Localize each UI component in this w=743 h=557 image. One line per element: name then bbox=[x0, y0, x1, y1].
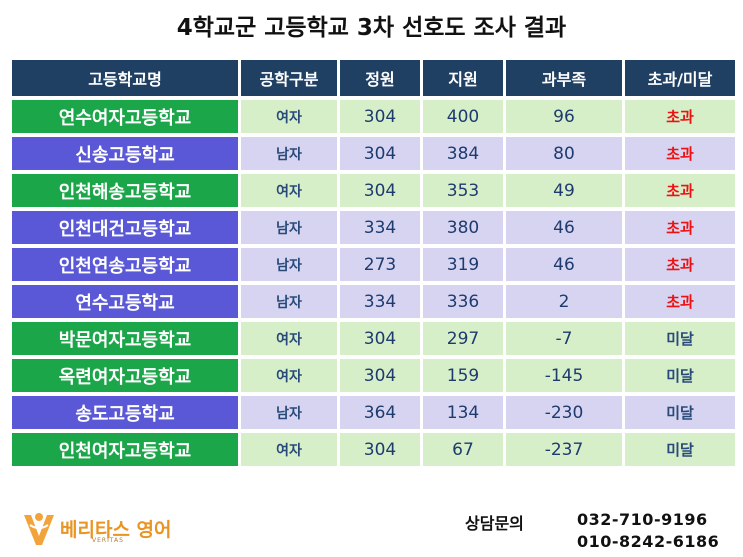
status-cell: 초과 bbox=[625, 285, 735, 318]
difference-cell: -237 bbox=[506, 433, 622, 466]
applicants-cell: 400 bbox=[423, 100, 503, 133]
capacity-cell: 304 bbox=[340, 359, 420, 392]
status-cell: 초과 bbox=[625, 211, 735, 244]
veritas-logo: 베리타스 영어 VERITAS bbox=[22, 509, 242, 549]
capacity-cell: 304 bbox=[340, 100, 420, 133]
difference-cell: 96 bbox=[506, 100, 622, 133]
school-name-cell: 인천대건고등학교 bbox=[12, 211, 238, 244]
status-cell: 초과 bbox=[625, 248, 735, 281]
capacity-cell: 304 bbox=[340, 322, 420, 355]
school-name-cell: 인천연송고등학교 bbox=[12, 248, 238, 281]
table-row: 송도고등학교 남자 364 134 -230 미달 bbox=[12, 396, 735, 429]
gender-cell: 남자 bbox=[241, 285, 337, 318]
applicants-cell: 384 bbox=[423, 137, 503, 170]
column-header-school: 고등학교명 bbox=[12, 60, 238, 96]
contact-label: 상담문의 bbox=[465, 514, 524, 533]
applicants-cell: 380 bbox=[423, 211, 503, 244]
table-header-row: 고등학교명 공학구분 정원 지원 과부족 초과/미달 bbox=[12, 60, 735, 96]
capacity-cell: 304 bbox=[340, 174, 420, 207]
applicants-cell: 353 bbox=[423, 174, 503, 207]
status-cell: 초과 bbox=[625, 100, 735, 133]
capacity-cell: 273 bbox=[340, 248, 420, 281]
gender-cell: 여자 bbox=[241, 100, 337, 133]
difference-cell: -145 bbox=[506, 359, 622, 392]
capacity-cell: 334 bbox=[340, 285, 420, 318]
status-cell: 미달 bbox=[625, 433, 735, 466]
gender-cell: 남자 bbox=[241, 211, 337, 244]
applicants-cell: 319 bbox=[423, 248, 503, 281]
page-title: 4학교군 고등학교 3차 선호도 조사 결과 bbox=[176, 15, 567, 41]
school-name-cell: 신송고등학교 bbox=[12, 137, 238, 170]
applicants-cell: 297 bbox=[423, 322, 503, 355]
school-name-cell: 연수고등학교 bbox=[12, 285, 238, 318]
table-row: 인천해송고등학교 여자 304 353 49 초과 bbox=[12, 174, 735, 207]
gender-cell: 남자 bbox=[241, 396, 337, 429]
column-header-applicants: 지원 bbox=[423, 60, 503, 96]
school-name-cell: 송도고등학교 bbox=[12, 396, 238, 429]
capacity-cell: 364 bbox=[340, 396, 420, 429]
gender-cell: 여자 bbox=[241, 359, 337, 392]
table-row: 인천대건고등학교 남자 334 380 46 초과 bbox=[12, 211, 735, 244]
column-header-capacity: 정원 bbox=[340, 60, 420, 96]
applicants-cell: 159 bbox=[423, 359, 503, 392]
difference-cell: 46 bbox=[506, 248, 622, 281]
status-cell: 미달 bbox=[625, 359, 735, 392]
gender-cell: 여자 bbox=[241, 322, 337, 355]
table-row: 연수여자고등학교 여자 304 400 96 초과 bbox=[12, 100, 735, 133]
status-cell: 미달 bbox=[625, 322, 735, 355]
column-header-difference: 과부족 bbox=[506, 60, 622, 96]
logo-text: 베리타스 영어 bbox=[60, 519, 172, 541]
table-row: 박문여자고등학교 여자 304 297 -7 미달 bbox=[12, 322, 735, 355]
gender-cell: 남자 bbox=[241, 248, 337, 281]
difference-cell: 46 bbox=[506, 211, 622, 244]
table-row: 인천여자고등학교 여자 304 67 -237 미달 bbox=[12, 433, 735, 466]
table-row: 옥련여자고등학교 여자 304 159 -145 미달 bbox=[12, 359, 735, 392]
school-name-cell: 인천해송고등학교 bbox=[12, 174, 238, 207]
status-cell: 초과 bbox=[625, 137, 735, 170]
v-logo-icon bbox=[24, 513, 54, 545]
capacity-cell: 334 bbox=[340, 211, 420, 244]
status-cell: 미달 bbox=[625, 396, 735, 429]
capacity-cell: 304 bbox=[340, 137, 420, 170]
difference-cell: -230 bbox=[506, 396, 622, 429]
gender-cell: 여자 bbox=[241, 433, 337, 466]
school-name-cell: 옥련여자고등학교 bbox=[12, 359, 238, 392]
school-name-cell: 인천여자고등학교 bbox=[12, 433, 238, 466]
difference-cell: 49 bbox=[506, 174, 622, 207]
status-cell: 초과 bbox=[625, 174, 735, 207]
table-row: 인천연송고등학교 남자 273 319 46 초과 bbox=[12, 248, 735, 281]
column-header-gender: 공학구분 bbox=[241, 60, 337, 96]
school-name-cell: 박문여자고등학교 bbox=[12, 322, 238, 355]
results-table: 고등학교명 공학구분 정원 지원 과부족 초과/미달 연수여자고등학교 여자 304… bbox=[9, 56, 738, 470]
contact-phone-2: 010-8242-6186 bbox=[577, 532, 720, 551]
difference-cell: 2 bbox=[506, 285, 622, 318]
gender-cell: 남자 bbox=[241, 137, 337, 170]
capacity-cell: 304 bbox=[340, 433, 420, 466]
contact-phone-1: 032-710-9196 bbox=[577, 510, 708, 529]
applicants-cell: 134 bbox=[423, 396, 503, 429]
gender-cell: 여자 bbox=[241, 174, 337, 207]
column-header-status: 초과/미달 bbox=[625, 60, 735, 96]
table-body: 연수여자고등학교 여자 304 400 96 초과 신송고등학교 남자 304 384 80 초과 인천… bbox=[12, 100, 735, 466]
difference-cell: 80 bbox=[506, 137, 622, 170]
difference-cell: -7 bbox=[506, 322, 622, 355]
applicants-cell: 67 bbox=[423, 433, 503, 466]
table-row: 신송고등학교 남자 304 384 80 초과 bbox=[12, 137, 735, 170]
table-row: 연수고등학교 남자 334 336 2 초과 bbox=[12, 285, 735, 318]
school-name-cell: 연수여자고등학교 bbox=[12, 100, 238, 133]
logo-subtext: VERITAS bbox=[92, 537, 124, 544]
applicants-cell: 336 bbox=[423, 285, 503, 318]
